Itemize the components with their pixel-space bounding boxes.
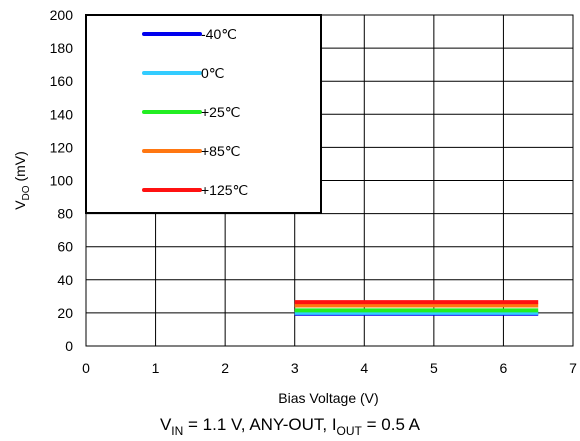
grid-lines xyxy=(85,14,574,347)
x-tick-label: 6 xyxy=(500,360,508,376)
x-tick-label: 1 xyxy=(152,360,160,376)
y-tick-label: 200 xyxy=(50,7,74,23)
series-lines xyxy=(294,300,539,316)
y-tick-label: 20 xyxy=(57,305,73,321)
y-label-sub: DO xyxy=(21,185,32,200)
y-axis-label: VDO (mV) xyxy=(12,151,32,210)
y-tick-label: 0 xyxy=(65,338,73,354)
legend-label: +25℃ xyxy=(201,104,240,120)
caption-text: V xyxy=(160,415,172,434)
legend-label: -40℃ xyxy=(201,26,237,42)
legend-label: 0℃ xyxy=(201,65,225,81)
legend-label: +85℃ xyxy=(201,143,240,159)
y-tick-label: 60 xyxy=(57,239,73,255)
y-tick-label: 40 xyxy=(57,272,73,288)
caption-subscript: OUT xyxy=(337,424,363,438)
caption-subscript: IN xyxy=(171,424,183,438)
x-tick-label: 2 xyxy=(221,360,229,376)
legend-box xyxy=(85,14,322,214)
legend: -40℃ 0℃ +25℃ +85℃ +125℃ xyxy=(85,14,322,214)
y-tick-label: 120 xyxy=(50,139,74,155)
y-tick-label: 100 xyxy=(50,173,74,189)
x-tick-label: 3 xyxy=(291,360,299,376)
legend-label: +125℃ xyxy=(201,182,248,198)
y-tick-label: 160 xyxy=(50,73,74,89)
y-tick-label: 140 xyxy=(50,106,74,122)
x-tick-label: 0 xyxy=(82,360,90,376)
chart-caption: VIN = 1.1 V, ANY-OUT, IOUT = 0.5 A xyxy=(160,415,421,438)
x-tick-label: 4 xyxy=(360,360,368,376)
x-axis-label: Bias Voltage (V) xyxy=(278,390,378,406)
y-tick-label: 180 xyxy=(50,40,74,56)
y-tick-label: 80 xyxy=(57,206,73,222)
y-tick-labels: 0 20 40 60 80 100 120 140 160 180 200 xyxy=(50,7,74,354)
y-label-tail: (mV) xyxy=(12,151,28,185)
caption-text: = 1.1 V, ANY-OUT, I xyxy=(183,415,336,434)
x-tick-label: 5 xyxy=(430,360,438,376)
x-tick-labels: 0 1 2 3 4 5 6 7 xyxy=(82,360,577,376)
caption-text: = 0.5 A xyxy=(362,415,421,434)
plot-frame xyxy=(85,14,574,347)
x-tick-label: 7 xyxy=(569,360,577,376)
y-label-main: V xyxy=(12,200,28,210)
